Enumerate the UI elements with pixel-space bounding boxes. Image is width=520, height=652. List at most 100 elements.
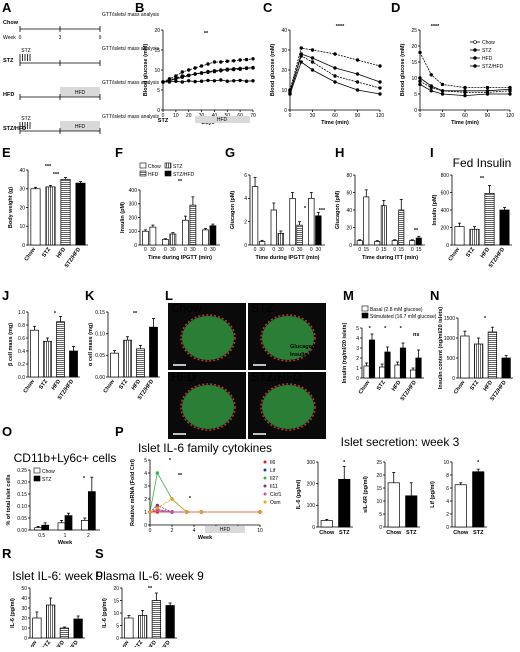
data-point xyxy=(355,80,360,84)
x-tick-label: Chow xyxy=(117,639,131,647)
legend-label: Il6 xyxy=(270,460,276,466)
x-tick-label: 30 xyxy=(259,247,265,253)
data-point xyxy=(206,78,210,83)
y-tick-label: 0 xyxy=(157,108,160,114)
y-tick-label: 6 xyxy=(446,486,449,492)
bar xyxy=(405,495,418,528)
data-point xyxy=(355,72,360,76)
y-tick-label: 60 xyxy=(346,190,352,196)
y-tick-label: 40 xyxy=(19,168,25,174)
x-tick-label: 0 xyxy=(144,247,147,253)
islet-insulin xyxy=(262,385,314,429)
bar xyxy=(41,524,50,531)
bar xyxy=(209,225,217,246)
series-line-Il27 xyxy=(149,471,260,513)
bar xyxy=(391,240,398,246)
legend-label: Osm xyxy=(270,500,281,506)
hfd-label: HFD xyxy=(75,90,86,96)
legend-label: HFD xyxy=(482,56,493,62)
x-tick-label: 2 xyxy=(171,528,174,534)
legend-swatch xyxy=(361,312,369,319)
y-tick-label: 3 xyxy=(144,484,147,490)
legend-swatch xyxy=(139,170,147,177)
y-tick-label: 0 xyxy=(414,108,417,114)
data-point xyxy=(199,510,204,514)
x-tick-label: STZ xyxy=(473,530,484,536)
annotation: ** xyxy=(178,473,183,479)
data-point xyxy=(244,57,249,62)
x-tick-label: 0 xyxy=(393,247,396,253)
legend-marker xyxy=(473,56,477,60)
stz-label: STZ xyxy=(21,116,30,122)
x-axis-label: Time during IPGTT (min) xyxy=(148,255,212,261)
legend-label: Il11 xyxy=(270,484,278,490)
data-point xyxy=(174,77,178,81)
y-tick-label: 10 xyxy=(281,88,287,94)
y-tick-label: 20 xyxy=(19,205,25,211)
bar xyxy=(368,339,376,379)
panel-label-K: K xyxy=(85,288,95,303)
legend-swatch xyxy=(33,467,41,474)
x-axis-label: Time (min) xyxy=(451,120,479,126)
y-tick-label: 40 xyxy=(21,596,27,602)
x-tick-label: 30 xyxy=(297,247,303,253)
bar xyxy=(80,520,89,531)
data-point xyxy=(508,85,512,90)
bar xyxy=(501,357,511,379)
data-point xyxy=(232,67,236,71)
data-point xyxy=(378,80,382,84)
legend-label: Clcf1 xyxy=(270,492,282,498)
x-tick-label: 90 xyxy=(355,113,361,119)
y-axis-label: % of total islet cells xyxy=(6,474,12,525)
x-tick-label: 15 xyxy=(381,247,387,253)
y-tick-label: 1500 xyxy=(444,316,455,322)
data-point xyxy=(251,57,255,61)
y-tick-label: 6 xyxy=(244,173,247,179)
legend-marker xyxy=(263,484,267,488)
panel-label-S: S xyxy=(95,546,104,561)
legend-swatch xyxy=(164,162,172,169)
y-tick-label: 1 xyxy=(356,366,359,372)
y-tick-label: 0.25 xyxy=(17,468,27,474)
data-point xyxy=(193,72,197,76)
bar xyxy=(189,204,197,246)
y-tick-label: 5 xyxy=(356,326,359,332)
bar xyxy=(410,369,417,379)
bar xyxy=(149,326,158,378)
annotation: * xyxy=(83,476,86,482)
data-point xyxy=(429,73,433,77)
data-point xyxy=(418,76,422,80)
chart-title: Islet secretion: week 3 xyxy=(341,435,460,449)
y-axis-label: β cell mass (mg) xyxy=(8,323,14,366)
y-tick-label: 0 xyxy=(379,525,382,531)
x-tick-label: 20 xyxy=(186,113,192,119)
islet-glucagon xyxy=(180,383,236,431)
data-point xyxy=(170,510,174,514)
y-tick-label: 20 xyxy=(346,225,352,231)
data-point xyxy=(251,65,255,70)
hfd-bar xyxy=(195,116,250,123)
bar xyxy=(64,515,73,531)
data-point xyxy=(187,68,191,72)
bar xyxy=(315,215,322,246)
end-label: GTT/islets/ mass analysis xyxy=(102,114,159,120)
y-tick-label: 20 xyxy=(154,28,160,34)
data-point xyxy=(463,85,467,90)
islet-glucagon xyxy=(180,314,236,362)
panel-label-A: A xyxy=(2,0,12,15)
x-tick-label: 30 xyxy=(278,247,284,253)
bar xyxy=(162,239,169,246)
y-tick-label: 0.05 xyxy=(95,353,105,359)
y-tick-label: 2 xyxy=(446,512,449,518)
y-axis-label: Glucagon (pM) xyxy=(335,191,341,230)
x-tick-label: 0.5 xyxy=(38,533,45,539)
data-point xyxy=(180,75,184,79)
series-line-Osm xyxy=(149,498,260,513)
x-tick-label: HFD xyxy=(480,247,491,260)
x-tick-label: Chow xyxy=(319,530,335,536)
x-tick-label: 0 xyxy=(411,247,414,253)
legend-swatch xyxy=(164,170,172,177)
row-label: STZ xyxy=(3,58,14,64)
bar xyxy=(499,209,510,246)
row-label: Chow xyxy=(3,20,19,26)
